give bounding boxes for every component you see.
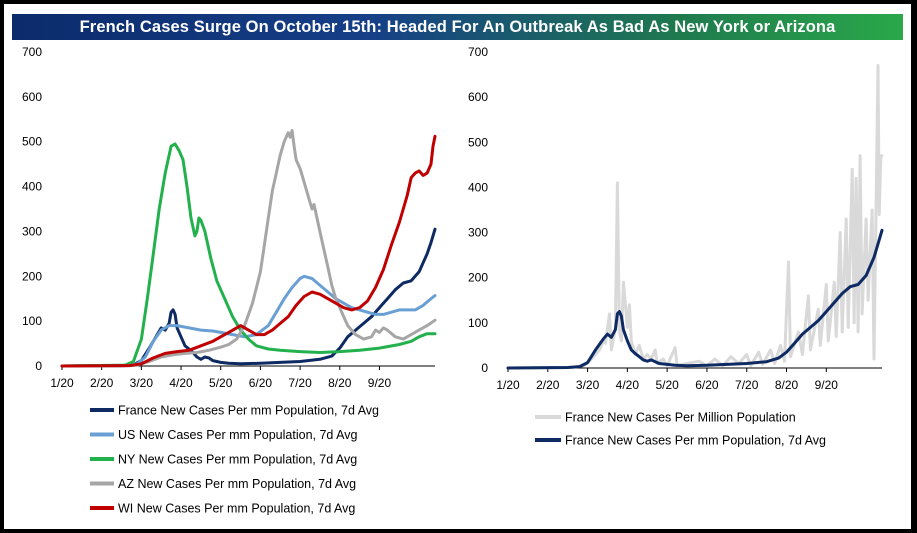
y-tick-label: 400 xyxy=(468,180,488,194)
y-tick-label: 300 xyxy=(22,224,42,238)
legend-label: France New Cases Per mm Population, 7d A… xyxy=(565,434,826,448)
chart-title: French Cases Surge On October 15th: Head… xyxy=(12,14,903,40)
x-tick-label: 1/20 xyxy=(496,378,520,392)
legend-label: NY New Cases Per mm Population, 7d Avg xyxy=(118,453,357,467)
y-tick-label: 400 xyxy=(22,180,42,194)
series-line xyxy=(60,142,437,368)
x-tick-label: 4/20 xyxy=(169,376,193,390)
series-line xyxy=(506,228,884,370)
x-tick-label: 3/20 xyxy=(576,378,600,392)
y-tick-label: 300 xyxy=(468,226,488,240)
right-chart: 0 100 200 300 400 500 600 700 1/20 2/20 3/20 4/20 5/… xyxy=(468,45,884,448)
x-tick-label: 9/20 xyxy=(815,378,839,392)
series-line xyxy=(506,64,884,370)
x-tick-label: 4/20 xyxy=(616,378,640,392)
legend-label: France New Cases Per Million Population xyxy=(565,411,796,425)
y-tick-label: 100 xyxy=(468,316,488,330)
legend-label: AZ New Cases Per mm Population, 7d Avg xyxy=(118,477,356,491)
x-tick-label: 9/20 xyxy=(368,376,392,390)
y-tick-label: 600 xyxy=(22,90,42,104)
chart-frame: French Cases Surge On October 15th: Head… xyxy=(4,4,911,529)
x-tick-label: 7/20 xyxy=(288,376,312,390)
y-tick-label: 600 xyxy=(468,90,488,104)
legend-label: WI New Cases Per mm Population, 7d Avg xyxy=(118,502,355,516)
left-chart: 0 100 200 300 400 500 600 700 1/20 2/20 3/20 4/20 5/… xyxy=(22,45,437,516)
y-tick-label: 0 xyxy=(35,359,42,373)
x-tick-label: 3/20 xyxy=(130,376,154,390)
y-tick-label: 0 xyxy=(481,361,488,375)
x-tick-label: 8/20 xyxy=(775,378,799,392)
series-line xyxy=(60,227,437,368)
y-tick-label: 700 xyxy=(468,45,488,59)
y-tick-label: 500 xyxy=(468,135,488,149)
series-line xyxy=(60,134,437,368)
y-tick-label: 100 xyxy=(22,314,42,328)
x-tick-label: 7/20 xyxy=(735,378,759,392)
x-tick-label: 2/20 xyxy=(90,376,114,390)
x-tick-label: 1/20 xyxy=(50,376,74,390)
y-tick-label: 500 xyxy=(22,135,42,149)
y-tick-label: 200 xyxy=(22,269,42,283)
series-line xyxy=(60,274,437,368)
legend-label: US New Cases Per mm Population, 7d Avg xyxy=(118,428,358,442)
x-tick-label: 5/20 xyxy=(655,378,679,392)
x-tick-label: 6/20 xyxy=(695,378,719,392)
x-tick-label: 2/20 xyxy=(536,378,560,392)
y-tick-label: 700 xyxy=(22,45,42,59)
legend-label: France New Cases Per mm Population, 7d A… xyxy=(118,404,379,418)
x-tick-label: 6/20 xyxy=(249,376,273,390)
series-line xyxy=(60,129,437,368)
x-tick-label: 5/20 xyxy=(209,376,233,390)
x-tick-label: 8/20 xyxy=(328,376,352,390)
y-tick-label: 200 xyxy=(468,271,488,285)
